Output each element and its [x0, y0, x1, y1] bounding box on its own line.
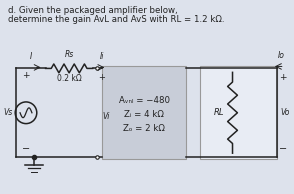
Text: d. Given the packaged amplifier below,: d. Given the packaged amplifier below, [8, 6, 178, 15]
Bar [102, 66, 186, 159]
Text: −: − [279, 144, 287, 154]
Text: Io: Io [277, 51, 284, 60]
Text: RL: RL [214, 108, 225, 117]
Bar [201, 66, 277, 159]
Text: Ii: Ii [100, 52, 105, 61]
Text: +: + [279, 73, 286, 82]
Text: determine the gain AvL and AvS with RL = 1.2 kΩ.: determine the gain AvL and AvS with RL =… [8, 15, 225, 24]
Text: Vs: Vs [3, 108, 12, 117]
Text: +: + [22, 71, 30, 80]
Text: Zᵢ = 4 kΩ: Zᵢ = 4 kΩ [124, 110, 164, 119]
Text: −: − [22, 144, 30, 154]
Text: Rs: Rs [64, 49, 74, 59]
Text: Zₒ = 2 kΩ: Zₒ = 2 kΩ [123, 124, 165, 133]
Text: Vo: Vo [281, 108, 290, 117]
Text: Vi: Vi [102, 112, 110, 121]
Text: I: I [30, 52, 32, 61]
Text: 0.2 kΩ: 0.2 kΩ [57, 74, 81, 83]
Text: Aᵥₙₗ = −480: Aᵥₙₗ = −480 [118, 96, 170, 106]
Text: +: + [98, 73, 105, 82]
